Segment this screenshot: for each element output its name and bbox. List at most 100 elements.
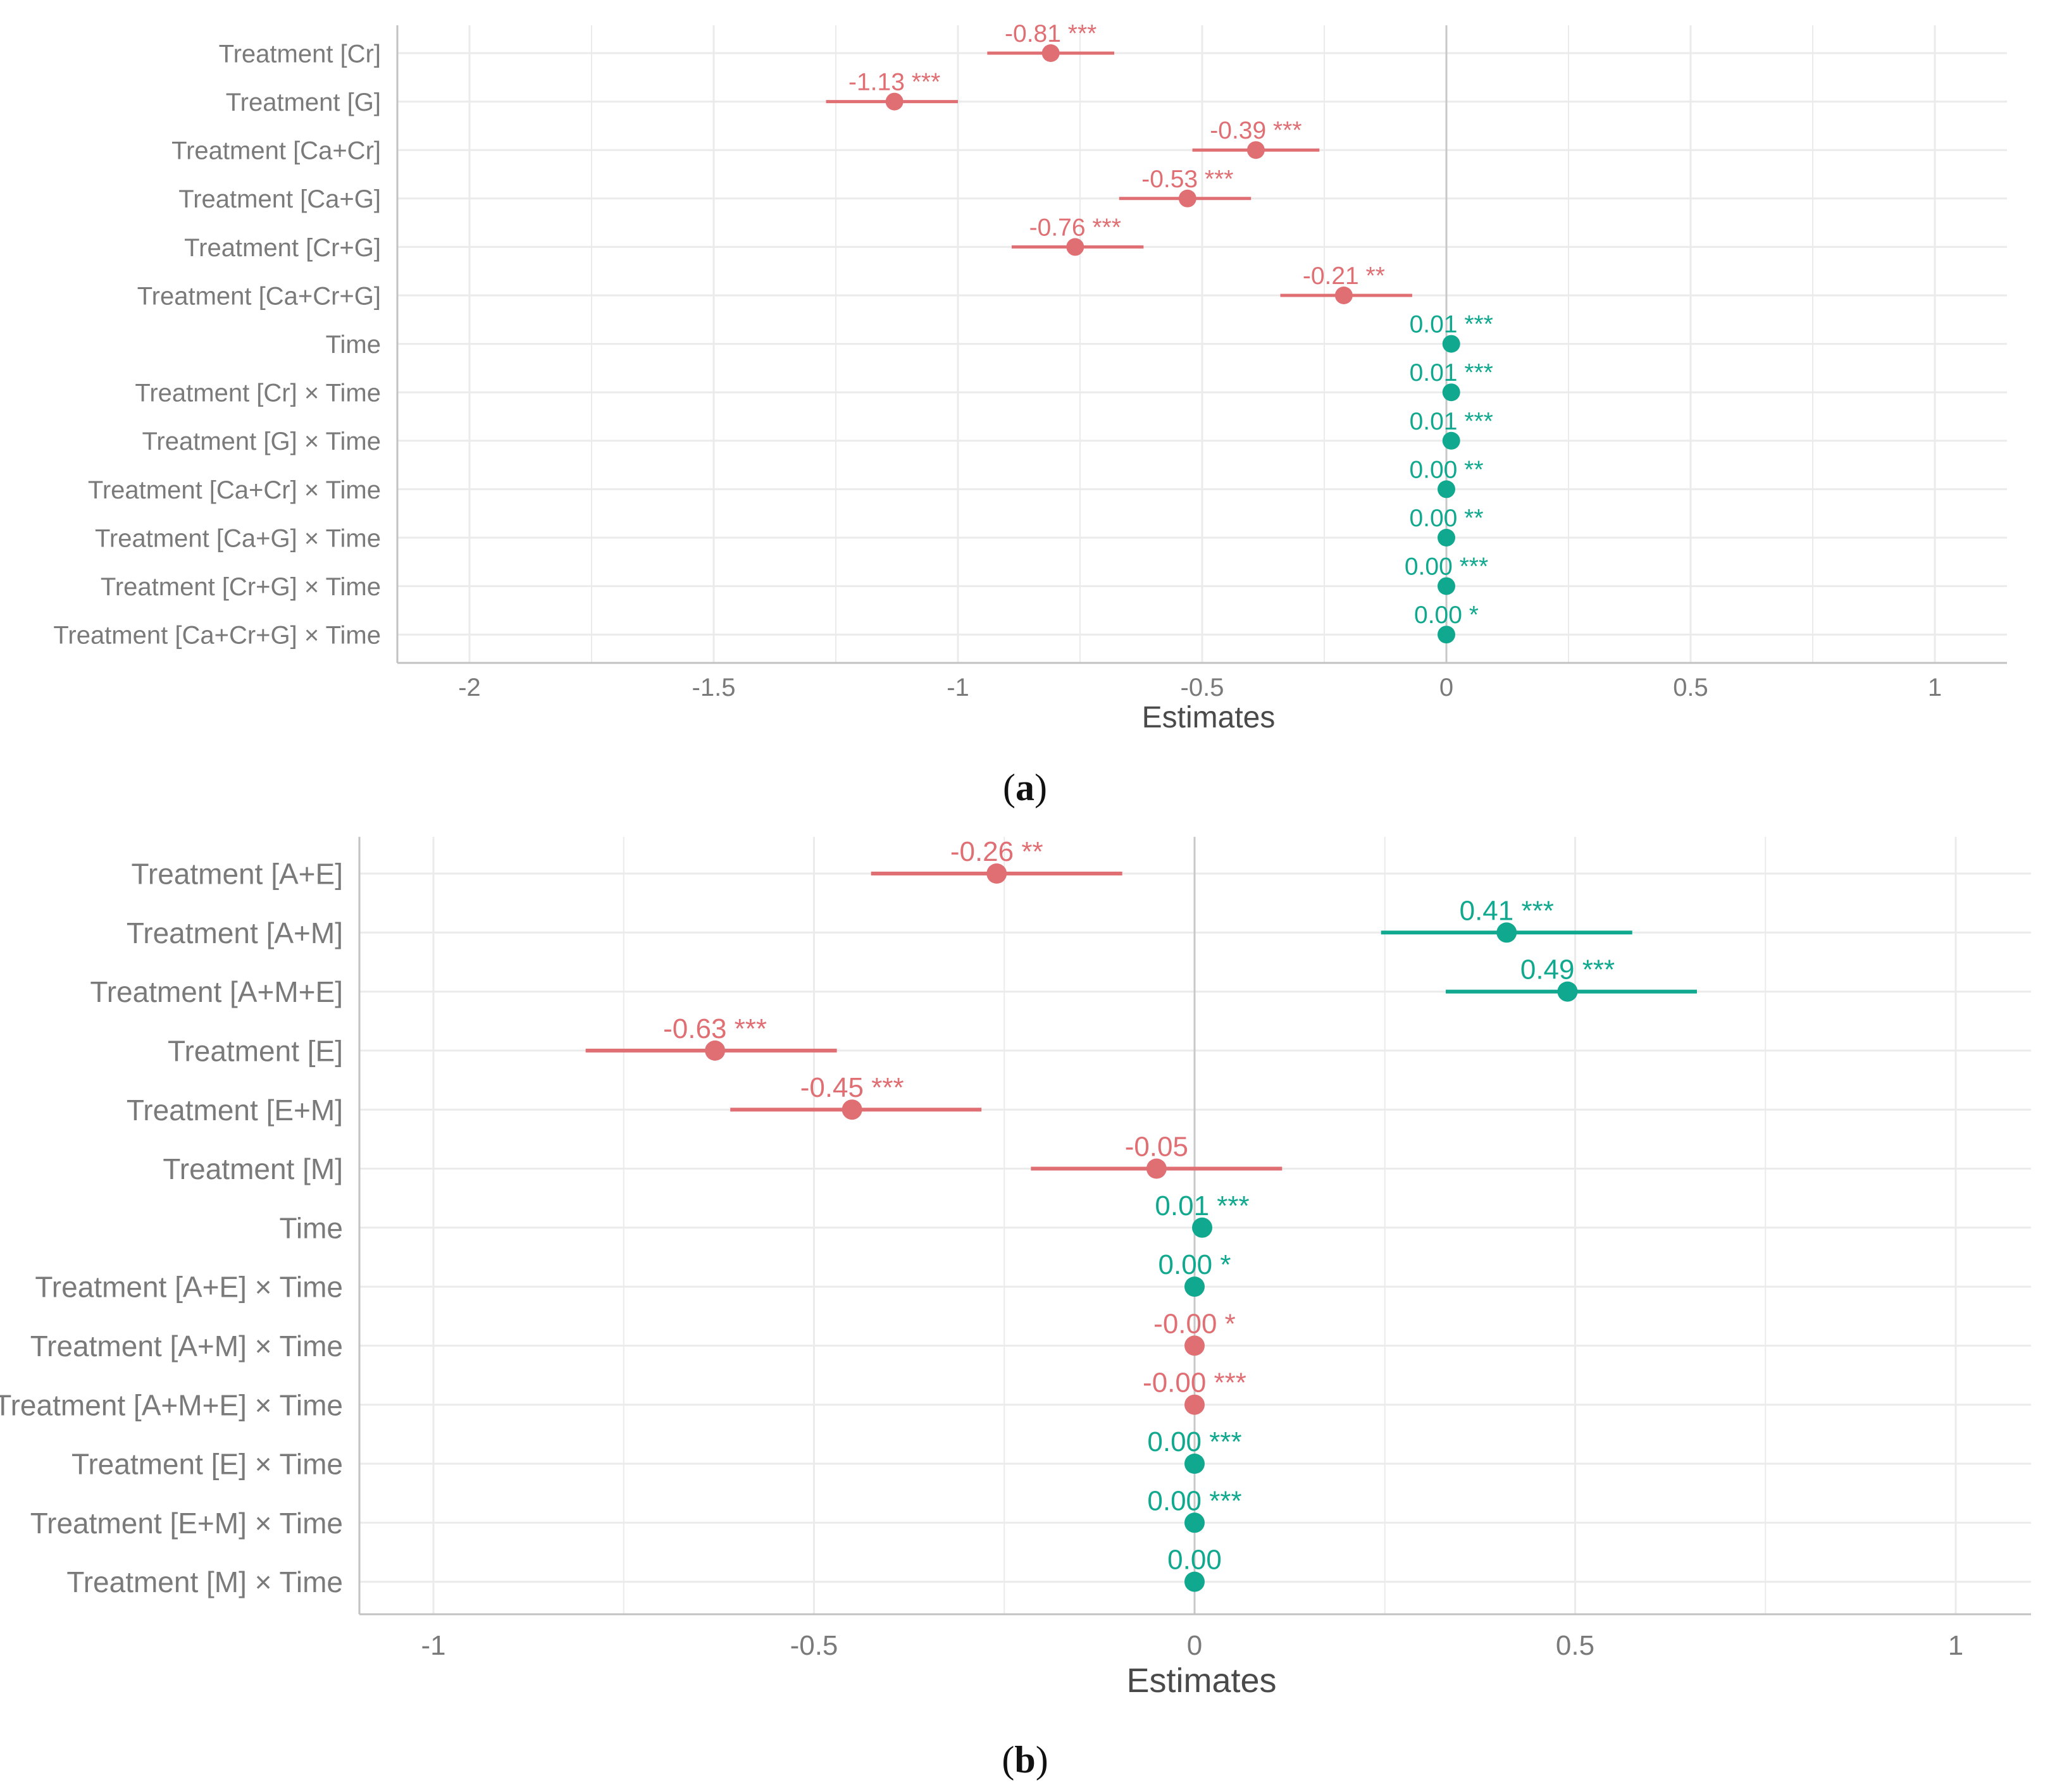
estimate-point: [1334, 287, 1353, 304]
estimate-point: [1184, 1335, 1205, 1356]
term-label: Treatment [M]: [163, 1152, 343, 1185]
coefficient-row: Treatment [G] × Time 0.01 ***: [142, 408, 1493, 455]
term-label: Treatment [Cr+G]: [184, 234, 381, 262]
term-label: Treatment [E+M]: [127, 1094, 343, 1127]
x-tick-label: 0: [1187, 1630, 1202, 1661]
estimate-label: 0.00 **: [1409, 456, 1483, 483]
caption-close-paren: ): [1036, 1739, 1048, 1781]
estimate-point: [1438, 529, 1455, 547]
estimate-point: [1184, 1454, 1205, 1474]
caption-open-paren: (: [1002, 1739, 1014, 1781]
estimate-point: [1066, 238, 1084, 256]
estimate-label: -1.13 ***: [848, 69, 940, 96]
panel-a: -2 -1.5 -1 -0.5 0 0.5 1 Treatment [Cr] -0.81 ***…: [53, 20, 2007, 808]
x-axis-title: Estimates: [1126, 1662, 1276, 1700]
term-label: Treatment [Ca+G] × Time: [95, 524, 381, 552]
coefficient-row: Treatment [Cr+G] × Time 0.00 ***: [101, 553, 1488, 601]
x-tick-label: 1: [1948, 1630, 1963, 1661]
coefficient-row: Treatment [A+M] 0.41 ***: [127, 895, 1632, 949]
term-label: Treatment [A+M] × Time: [30, 1330, 343, 1363]
estimate-point: [986, 863, 1007, 884]
coefficient-row: Time 0.01 ***: [279, 1190, 1249, 1245]
x-tick-label: -1: [421, 1630, 445, 1661]
term-label: Treatment [Cr+G] × Time: [101, 573, 381, 601]
estimate-point: [1184, 1276, 1205, 1297]
minor-gridlines: [623, 837, 1767, 1614]
coefficient-row: Treatment [A+M] × Time -0.00 *: [30, 1308, 1236, 1363]
estimate-point: [885, 92, 904, 111]
caption-letter: a: [1016, 767, 1034, 808]
x-tick-label: 0.5: [1556, 1630, 1594, 1661]
coefficient-row: Treatment [Cr+G] -0.76 ***: [184, 214, 1144, 262]
estimate-label: -0.21 **: [1303, 263, 1385, 290]
estimate-point: [1246, 141, 1265, 159]
coefficient-row: Treatment [E] -0.63 ***: [168, 1013, 837, 1067]
estimate-label: 0.00: [1167, 1545, 1222, 1576]
estimate-label: -0.00 *: [1153, 1308, 1236, 1339]
estimate-label: 0.49 ***: [1520, 955, 1615, 986]
estimate-label: -0.00 ***: [1143, 1368, 1246, 1399]
estimate-point: [1438, 626, 1455, 644]
estimate-label: -0.76 ***: [1029, 214, 1121, 241]
term-label: Treatment [A+M+E]: [90, 975, 343, 1008]
estimate-label: 0.41 ***: [1460, 895, 1554, 926]
estimate-label: 0.01 ***: [1410, 359, 1493, 386]
x-tick-label: -2: [458, 674, 481, 701]
coefficient-row: Treatment [A+E] × Time 0.00 *: [35, 1249, 1231, 1304]
term-label: Treatment [Ca+Cr]: [171, 137, 381, 165]
estimate-point: [1438, 480, 1455, 498]
estimate-label: -0.81 ***: [1005, 20, 1096, 47]
major-gridlines: [432, 837, 1957, 1614]
term-label: Treatment [G]: [226, 89, 381, 116]
term-label: Treatment [Ca+G]: [178, 185, 381, 213]
panel-caption: (b): [1002, 1739, 1048, 1781]
estimate-point: [1442, 335, 1460, 353]
major-gridlines: [468, 25, 1936, 663]
term-label: Treatment [E] × Time: [71, 1448, 343, 1481]
coefficient-row: Treatment [E] × Time 0.00 ***: [71, 1426, 1242, 1481]
estimate-label: 0.00 ***: [1405, 553, 1488, 581]
term-label: Treatment [M] × Time: [66, 1566, 343, 1598]
coefficient-row: Treatment [E+M] -0.45 ***: [127, 1072, 982, 1127]
coefficient-row: Treatment [Ca+G] × Time 0.00 **: [95, 505, 1484, 552]
coefficient-row: Treatment [A+M+E] 0.49 ***: [90, 955, 1697, 1008]
coefficient-row: Treatment [A+M+E] × Time -0.00 ***: [0, 1368, 1246, 1422]
term-label: Time: [279, 1211, 343, 1244]
coefficient-row: Treatment [Ca+Cr+G] × Time 0.00 *: [53, 602, 1479, 649]
x-tick-label: 0.5: [1673, 674, 1708, 701]
estimate-point: [1041, 44, 1060, 62]
estimate-point: [1184, 1512, 1205, 1533]
coefficient-row: Treatment [Ca+Cr] × Time 0.00 **: [88, 456, 1484, 504]
estimate-label: -0.05: [1125, 1132, 1188, 1163]
estimate-point: [1442, 431, 1460, 450]
estimate-label: 0.00 ***: [1147, 1485, 1241, 1516]
x-axis-title: Estimates: [1142, 701, 1276, 734]
estimate-point: [1184, 1394, 1205, 1415]
term-label: Treatment [Cr] × Time: [135, 380, 381, 407]
coefficient-row: Treatment [G] -1.13 ***: [226, 69, 958, 116]
term-label: Treatment [Cr]: [219, 40, 381, 68]
term-label: Treatment [G] × Time: [142, 428, 381, 455]
estimate-point: [1146, 1158, 1167, 1179]
estimate-label: 0.01 ***: [1410, 408, 1493, 435]
estimate-label: 0.00 *: [1159, 1249, 1231, 1280]
estimate-label: -0.45 ***: [800, 1072, 904, 1103]
caption-letter: b: [1014, 1739, 1035, 1781]
estimate-label: 0.00 ***: [1147, 1426, 1241, 1457]
caption-close-paren: ): [1034, 767, 1047, 808]
term-label: Treatment [A+M+E] × Time: [0, 1388, 343, 1421]
estimate-label: -0.39 ***: [1210, 117, 1301, 144]
estimate-label: 0.01 ***: [1410, 311, 1493, 338]
estimate-label: -0.53 ***: [1141, 166, 1233, 193]
estimate-point: [842, 1099, 862, 1120]
coefficient-row: Treatment [E+M] × Time 0.00 ***: [30, 1485, 1242, 1540]
term-label: Treatment [A+E] × Time: [35, 1271, 343, 1304]
estimate-label: 0.00 *: [1414, 602, 1479, 629]
estimate-point: [1192, 1217, 1213, 1238]
coefficient-row: Treatment [Cr] -0.81 ***: [219, 20, 1115, 68]
estimate-point: [1557, 981, 1578, 1002]
coefficient-row: Time 0.01 ***: [326, 311, 1493, 359]
coefficient-row: Treatment [Ca+Cr] -0.39 ***: [171, 117, 1320, 165]
coefficient-row: Treatment [Ca+G] -0.53 ***: [178, 166, 1252, 213]
